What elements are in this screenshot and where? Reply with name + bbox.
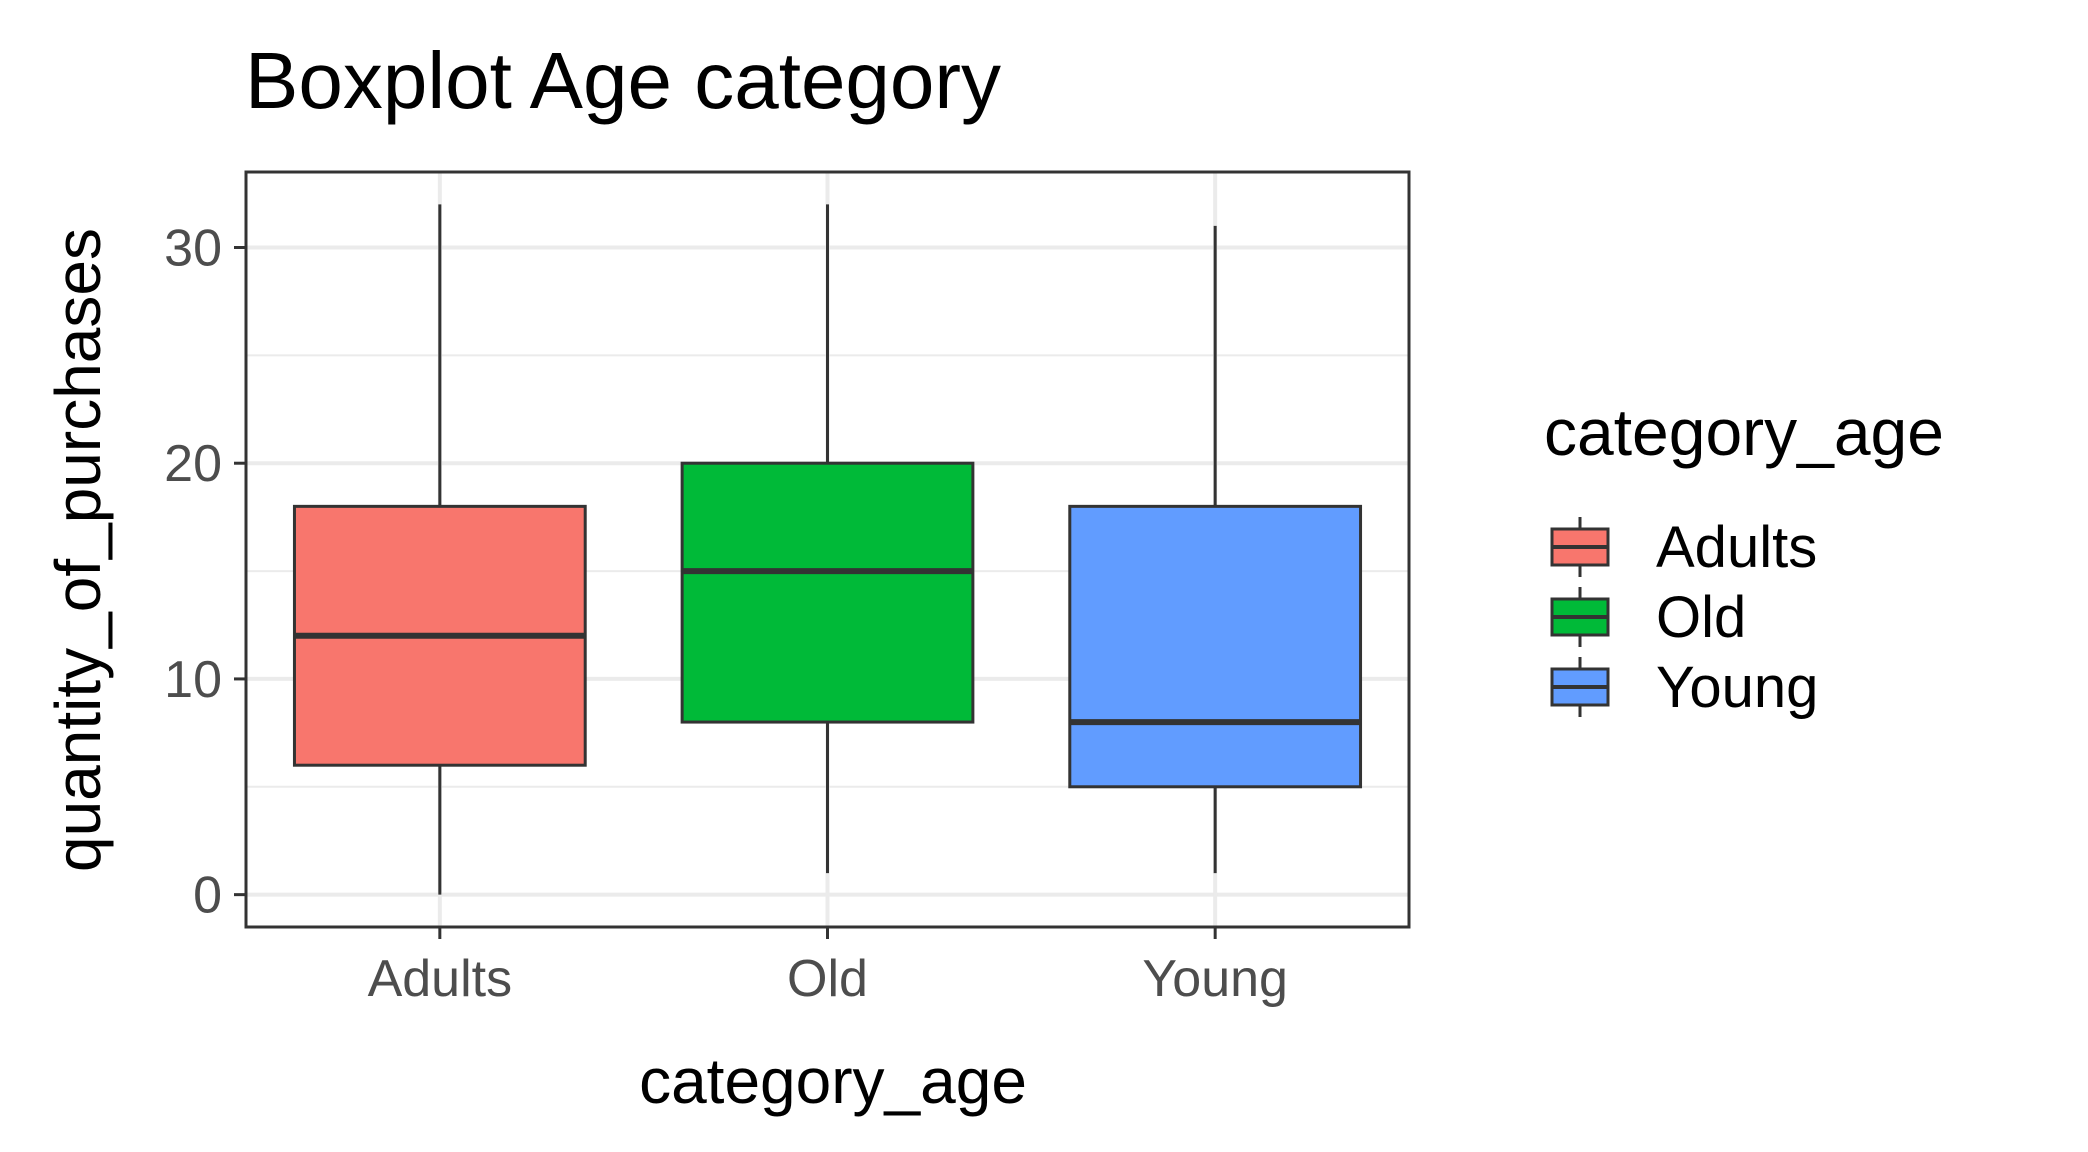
y-tick-label: 10 [164,651,222,709]
x-tick-label: Old [787,950,868,1008]
box-iqr [1068,504,1363,789]
x-tick-label: Adults [368,950,513,1008]
box-iqr [680,461,975,724]
box-adults [292,204,587,895]
legend-label: Adults [1656,515,1817,580]
legend-item-young: Young [1550,655,1818,720]
chart-title: Boxplot Age category [245,36,1001,125]
y-tick-label: 0 [193,867,222,925]
plot-area: 0 10 20 30 Adults Old Young [164,170,1411,1008]
box-old [680,204,975,874]
x-axis-title: category_age [639,1045,1027,1117]
legend-item-adults: Adults [1550,515,1817,580]
y-tick-label: 30 [164,220,222,278]
y-axis-title: quantity_of_purchases [42,228,114,872]
legend-label: Young [1656,655,1818,720]
box-young [1068,225,1363,874]
legend-title: category_age [1544,395,1944,469]
y-tick-label: 20 [164,435,222,493]
legend-item-old: Old [1550,585,1746,650]
legend-label: Old [1656,585,1746,650]
x-tick-label: Young [1142,950,1288,1008]
